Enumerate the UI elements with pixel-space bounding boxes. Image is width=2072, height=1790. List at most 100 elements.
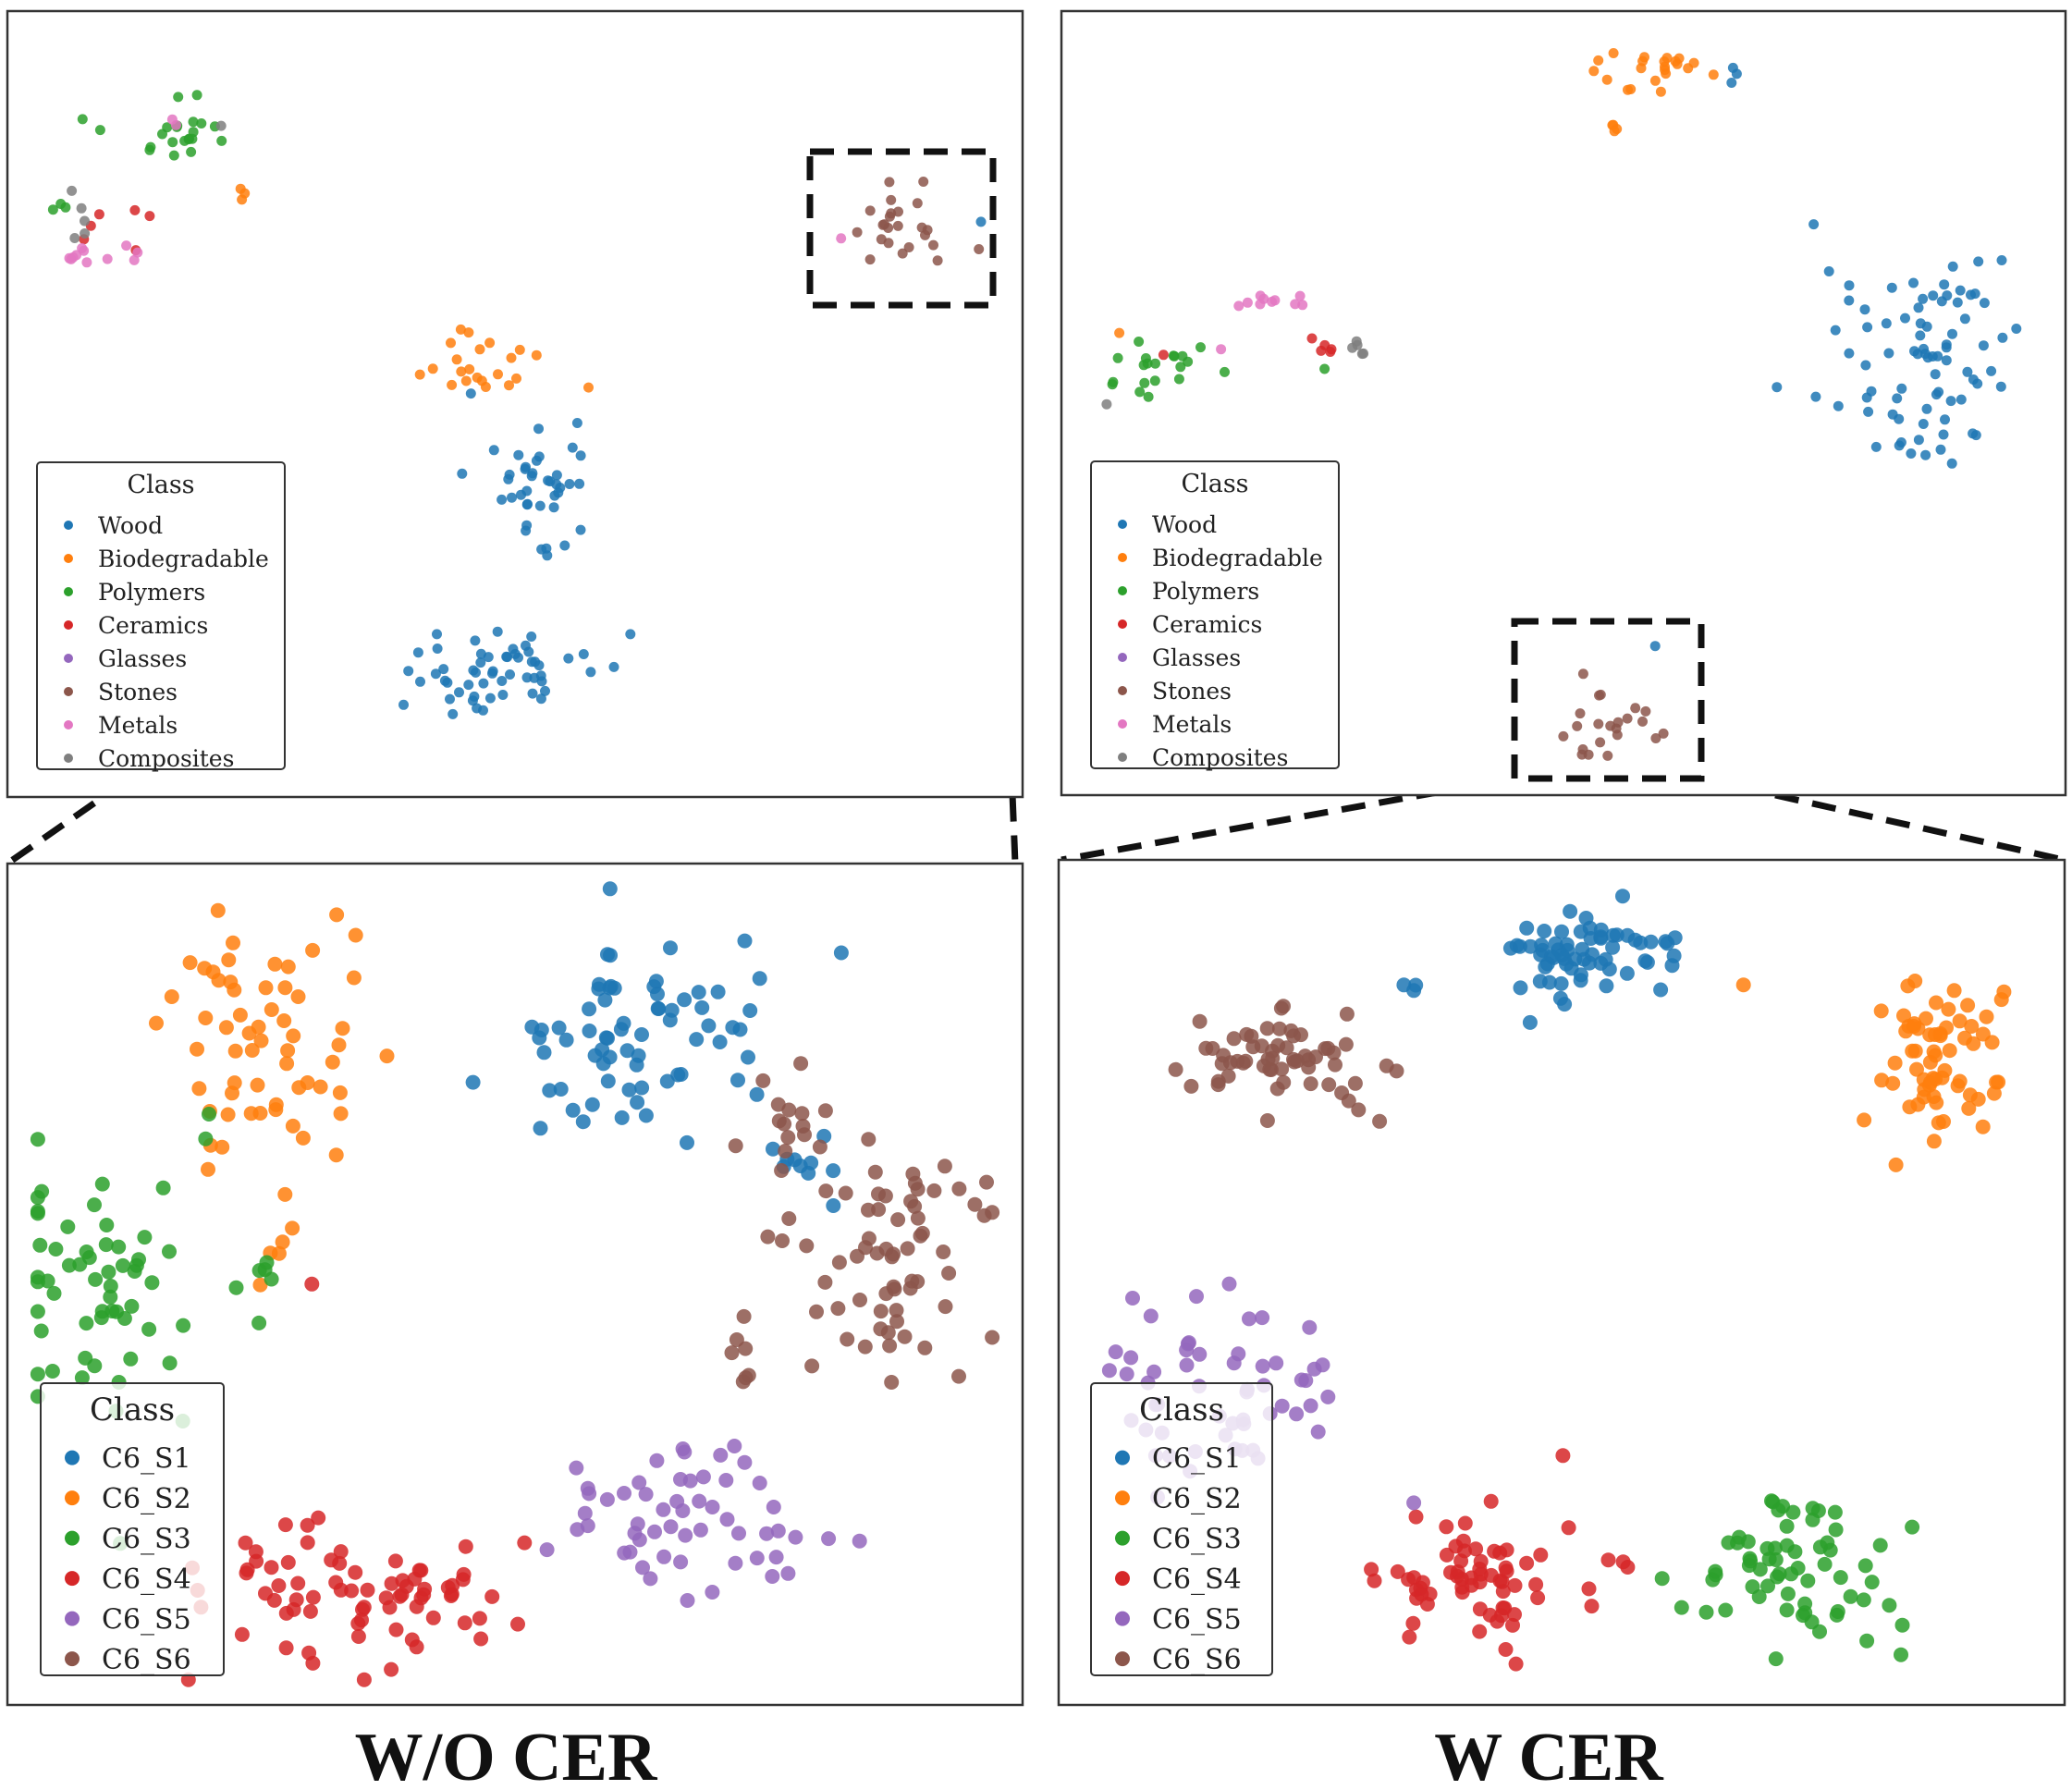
point-c6-s5 [759,1526,775,1541]
point-c6-s3 [1800,1573,1816,1588]
point-c6-s4 [517,1535,533,1551]
point-wood [578,649,589,659]
point-c6-s4 [328,1575,344,1590]
point-c6-s5 [737,1454,753,1470]
point-biodegradable [1114,327,1125,338]
point-c6-s4 [277,1517,293,1533]
point-wood [1940,414,1950,425]
point-stones [883,238,894,249]
point-c6-s5 [693,1522,708,1538]
point-c6-s5 [766,1500,781,1514]
legend-marker-polymers [64,587,73,596]
point-c6-s3 [1698,1604,1714,1620]
point-c6-s4 [1495,1584,1511,1600]
zoom-box-right [1511,618,1705,782]
point-metals [1267,296,1278,307]
point-c6-s3 [101,1264,116,1280]
legend-label-stones: Stones [98,679,178,705]
point-c6-s2 [1931,1115,1946,1131]
point-c6-s6 [902,1281,918,1296]
point-stones [903,242,914,252]
point-c6-s4 [1600,1552,1616,1568]
point-c6-s2 [1926,1089,1942,1104]
point-c6-s2 [280,959,296,975]
point-c6-s5 [1101,1363,1117,1379]
legend-marker-c6-s4 [65,1571,80,1587]
point-c6-s2 [329,907,345,923]
legend-title: Class [1139,1392,1224,1428]
point-c6-s4 [472,1611,487,1626]
legend-marker-c6-s5 [1115,1611,1130,1626]
point-wood [412,647,423,658]
point-c6-s4 [311,1510,326,1526]
point-c6-s3 [1751,1589,1767,1604]
point-c6-s3 [1872,1538,1888,1553]
point-c6-s3 [111,1239,127,1255]
point-polymers [167,137,178,148]
point-c6-s1 [631,1048,646,1063]
point-biodegradable [1661,68,1672,80]
point-c6-s5 [647,1524,662,1539]
point-c6-s6 [1339,1006,1355,1022]
point-c6-s1 [602,980,618,996]
point-c6-s6 [1301,1060,1317,1075]
point-c6-s6 [1326,1045,1342,1061]
point-c6-s6 [755,1073,771,1088]
point-c6-s2 [220,1107,236,1122]
point-polymers [1175,362,1186,373]
point-wood [1887,409,1898,420]
point-wood [1927,351,1938,362]
point-stones [1605,720,1616,731]
point-c6-s1 [680,1134,694,1150]
point-c6-s2 [1919,1011,1933,1026]
point-wood [505,669,515,680]
point-c6-s3 [103,1279,118,1293]
point-c6-s2 [1926,1044,1942,1060]
point-c6-s4 [388,1622,404,1637]
point-polymers [173,92,184,103]
point-c6-s5 [569,1460,584,1476]
legend-marker-c6-s2 [1115,1490,1130,1506]
point-metals [1216,344,1227,355]
legend-marker-stones [64,687,73,696]
point-c6-s1 [1553,975,1569,991]
point-c6-s3 [44,1364,60,1379]
point-wood [1973,256,1984,267]
point-c6-s6 [774,1163,790,1178]
point-c6-s5 [643,1571,658,1587]
point-c6-s4 [1584,1599,1600,1614]
point-wood [1844,348,1855,359]
point-c6-s3 [81,1250,97,1266]
point-c6-s5 [673,1472,688,1487]
point-c6-s6 [728,1138,743,1154]
point-c6-s2 [275,1234,290,1250]
point-c6-s1 [650,1000,666,1016]
point-c6-s6 [903,1194,919,1209]
point-c6-s5 [669,1493,685,1509]
point-c6-s5 [1255,1358,1270,1374]
point-wood [567,442,578,453]
point-wood [403,666,414,677]
point-c6-s4 [304,1276,320,1292]
point-c6-s2 [1857,1112,1872,1128]
point-polymers [1134,386,1146,398]
point-wood [1863,406,1874,417]
point-c6-s5 [577,1505,593,1521]
point-c6-s3 [1784,1566,1799,1582]
point-c6-s6 [1192,1013,1208,1029]
point-c6-s5 [635,1560,650,1575]
point-c6-s1 [650,987,665,1002]
point-c6-s3 [30,1304,45,1319]
point-c6-s1 [558,1032,574,1048]
legend-box [36,461,286,770]
point-metals [66,253,77,264]
point-c6-s5 [580,1480,595,1496]
point-metals [1233,300,1244,312]
point-c6-s4 [1364,1562,1379,1577]
point-ceramics [1325,347,1336,357]
point-c6-s1 [1582,955,1597,971]
point-c6-s1 [1605,939,1621,955]
point-c6-s2 [164,989,179,1004]
point-biodegradable [1688,57,1699,68]
point-wood [574,478,585,489]
